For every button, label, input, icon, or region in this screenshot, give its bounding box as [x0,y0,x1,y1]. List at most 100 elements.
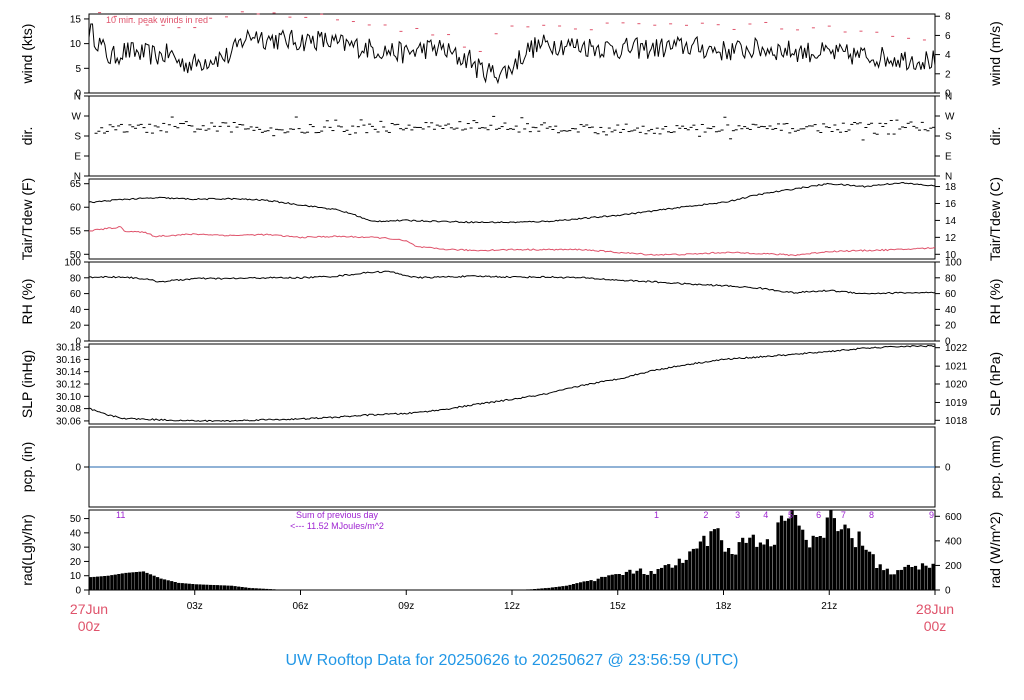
rad-bar [244,587,248,590]
ylabel-right: rad (W/m^2) [987,512,1003,589]
rad-bar [258,588,262,590]
rad-bar [247,587,251,590]
rad-bar [600,576,604,590]
rad-bar [663,565,667,590]
rad-bar [850,538,854,590]
right-tick-label: 1018 [945,416,968,427]
rad-bar [106,575,110,590]
rad-bar [875,568,879,590]
series-rad [89,510,935,590]
left-tick-label: 40 [70,528,82,539]
rad-bar [194,584,198,590]
right-tick-label: 18 [945,182,957,193]
right-tick-label: 20 [945,321,957,332]
rad-bar [582,581,586,590]
rad-bar [621,575,625,590]
rad-bar [540,588,544,590]
rad-bar [124,572,128,590]
rad-bar [868,551,872,590]
rad-bar [145,572,149,590]
ylabel-left: RH (%) [19,279,35,325]
rad-bar [899,569,903,590]
time-tick-label: 18z [715,601,731,612]
rad-bar [191,584,195,590]
time-tick-label: 06z [292,601,308,612]
rad-bar [543,588,547,590]
rad-bar [201,584,205,590]
series-wind [88,23,936,85]
panel-frame [88,261,936,342]
panel-frame [88,178,936,260]
rad-bar [596,578,600,590]
right-tick-label: N [945,92,952,103]
ylabel-right: Tair/Tdew (C) [987,177,1003,261]
rad-bar [758,542,762,590]
end-time: 00z [924,618,947,634]
rad-bar [205,584,209,590]
rad-bar [702,535,706,590]
rad-bar [579,582,583,590]
rad-bar [839,529,843,590]
rad-bar [215,585,220,590]
rad-bar [177,582,181,590]
rad-bar [843,524,847,590]
ylabel-left: wind (kts) [19,24,35,85]
rad-bar [698,541,702,590]
rad-bar [818,536,822,590]
panel-wind: wind (kts) wind (m/s) 0 5 10 15 0 2 4 6 8 10 min. p… [19,11,1003,100]
panel-frame [88,13,936,94]
rad-bar [564,585,569,590]
rad-sum-label: Sum of previous day [296,510,379,520]
rad-bar [882,570,886,590]
rad-bar [586,581,590,590]
right-tick-label: 14 [945,216,957,227]
rad-bar [550,587,554,590]
rad-bar [741,537,745,590]
rad-bar [896,570,900,590]
left-tick-label: 50 [70,514,82,525]
rad-sum-value: <--- 11.52 MJoules/m^2 [290,521,384,531]
right-tick-label: 6 [945,31,951,42]
panel-annotation: 10 min. peak winds in red [106,15,208,25]
rad-bar [275,589,279,590]
rad-bar [624,571,628,590]
rad-bar [96,576,100,590]
rad-hour-label: 4 [763,510,768,520]
rad-bar [166,580,170,590]
rad-bar [783,520,787,590]
rad-bar [533,589,537,590]
rad-bar [254,588,258,590]
rad-bar [529,589,533,590]
rad-bar [547,587,551,590]
rad-bar [734,554,738,590]
rad-bar [240,587,244,590]
time-tick-label: 09z [398,601,414,612]
right-tick-label: W [945,112,955,123]
rad-hour-label: 9 [929,510,934,520]
rad-bar [751,534,755,590]
right-tick-label: 1019 [945,398,968,409]
left-tick-label: 30.12 [56,380,81,391]
start-date: 27Jun [70,601,108,617]
rad-bar [906,564,910,590]
rad-bar [924,565,928,590]
rad-bar [853,547,858,590]
right-tick-label: 200 [945,561,962,572]
rad-bar [797,525,801,590]
rad-bar [103,576,107,590]
ylabel-left: Tair/Tdew (F) [19,178,35,260]
rad-hour-label: 11 [116,510,125,520]
rad-bar [208,584,213,590]
rad-bar [614,574,618,590]
right-tick-label: 400 [945,536,962,547]
rad-bar [526,589,530,590]
rad-bar [198,584,202,590]
panel-temp: Tair/Tdew (F) Tair/Tdew (C) 50 55 60 65 10 12 14… [19,177,1003,261]
left-tick-label: 30.16 [56,355,81,366]
rad-bar [261,588,265,590]
chart-title: UW Rooftop Data for 20250626 to 20250627… [286,652,739,669]
ylabel-left: SLP (inHg) [19,350,35,418]
rad-bar [113,574,117,590]
rad-bar [163,579,167,590]
